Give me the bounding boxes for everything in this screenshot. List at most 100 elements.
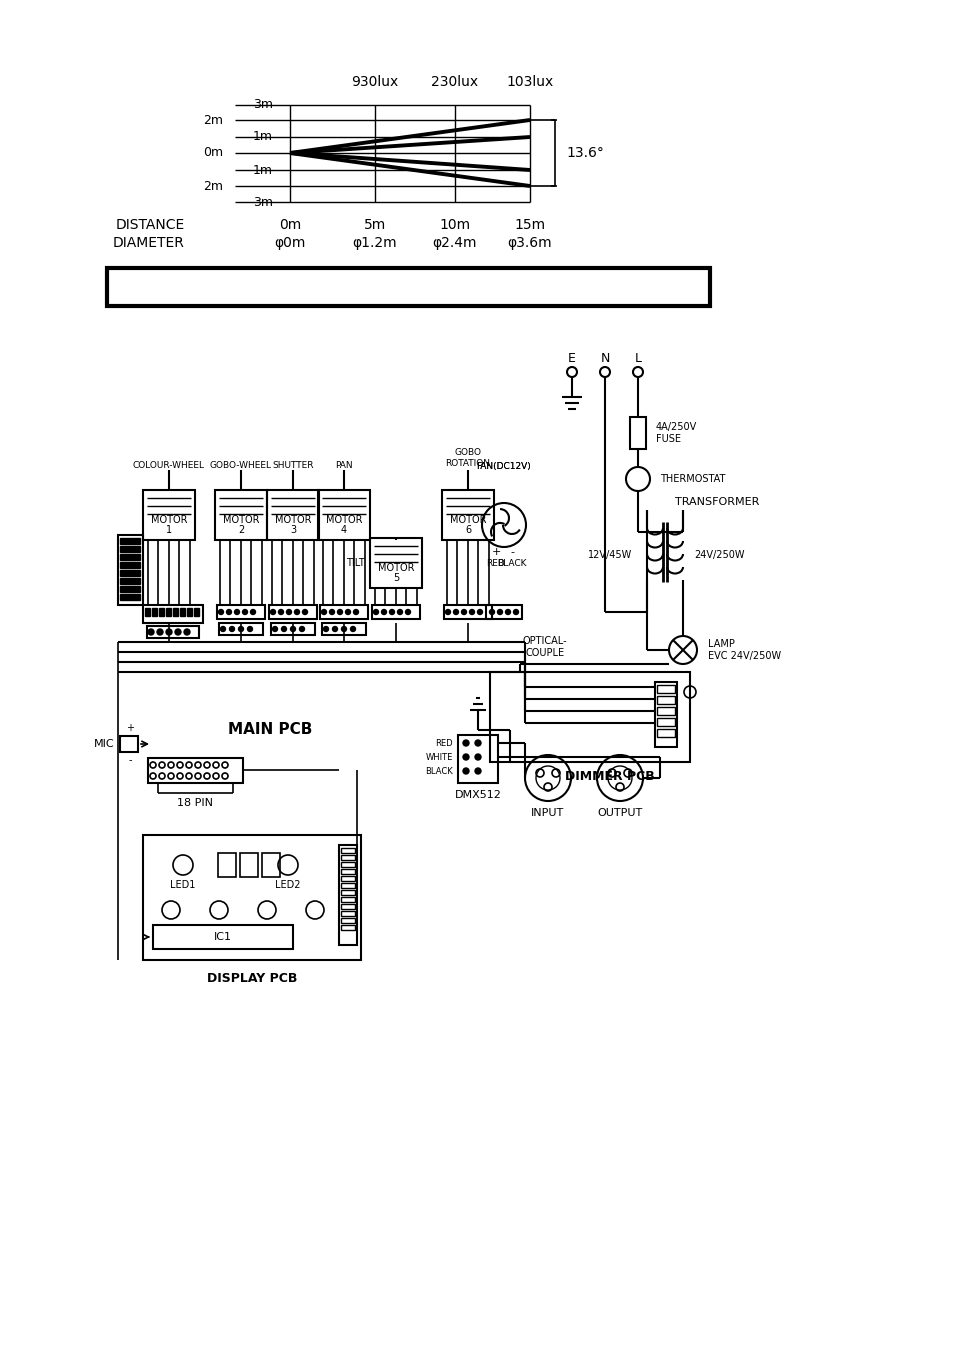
Bar	[338, 844, 356, 944]
Circle shape	[271, 609, 275, 615]
Text: φ3.6m: φ3.6m	[507, 236, 552, 250]
Circle shape	[281, 627, 286, 631]
Circle shape	[234, 609, 239, 615]
Circle shape	[337, 609, 342, 615]
Circle shape	[354, 609, 358, 615]
Bar	[340, 862, 355, 867]
Circle shape	[381, 609, 386, 615]
Circle shape	[389, 609, 395, 615]
Circle shape	[299, 627, 304, 631]
Bar	[340, 848, 355, 852]
Circle shape	[247, 627, 253, 631]
Circle shape	[497, 609, 502, 615]
Text: LED1: LED1	[171, 880, 195, 890]
Circle shape	[445, 609, 450, 615]
Bar	[340, 884, 355, 888]
Bar	[120, 570, 140, 576]
Bar	[143, 605, 203, 623]
Circle shape	[218, 609, 223, 615]
Bar	[271, 623, 314, 635]
Text: φ0m: φ0m	[274, 236, 305, 250]
Text: 3m: 3m	[253, 196, 273, 208]
Text: INPUT: INPUT	[531, 808, 564, 817]
Text: BLACK: BLACK	[497, 558, 526, 567]
Text: N: N	[599, 353, 609, 366]
Circle shape	[242, 609, 247, 615]
Text: φ1.2m: φ1.2m	[353, 236, 396, 250]
Circle shape	[273, 627, 277, 631]
Text: SHUTTER: SHUTTER	[272, 462, 314, 470]
Bar	[147, 626, 199, 638]
Circle shape	[505, 609, 510, 615]
Circle shape	[278, 609, 283, 615]
Bar	[214, 490, 267, 540]
Text: MOTOR: MOTOR	[325, 515, 362, 526]
Circle shape	[321, 609, 326, 615]
Circle shape	[166, 630, 172, 635]
Text: DISTANCE: DISTANCE	[115, 218, 185, 232]
Bar	[657, 696, 675, 704]
Bar	[166, 608, 171, 616]
Bar	[118, 535, 143, 605]
Text: MOTOR: MOTOR	[222, 515, 259, 526]
Text: OUTPUT: OUTPUT	[597, 808, 642, 817]
Bar	[143, 490, 194, 540]
Text: φ2.4m: φ2.4m	[433, 236, 476, 250]
Text: 10m: 10m	[439, 218, 470, 232]
Circle shape	[462, 740, 469, 746]
Bar	[152, 925, 293, 948]
Circle shape	[489, 609, 494, 615]
Bar	[120, 578, 140, 584]
Text: 1m: 1m	[253, 131, 273, 143]
Text: DIMMER PCB: DIMMER PCB	[564, 770, 654, 782]
Bar	[152, 608, 157, 616]
Bar	[262, 852, 280, 877]
Circle shape	[462, 754, 469, 761]
Circle shape	[286, 609, 292, 615]
Bar	[107, 267, 709, 305]
Text: 0m: 0m	[203, 146, 223, 159]
Bar	[441, 490, 494, 540]
Bar	[340, 855, 355, 861]
Text: 2m: 2m	[203, 113, 223, 127]
Bar	[319, 605, 368, 619]
Circle shape	[405, 609, 410, 615]
Text: MOTOR: MOTOR	[449, 515, 486, 526]
Text: THERMOSTAT: THERMOSTAT	[659, 474, 724, 484]
Bar	[443, 605, 492, 619]
Bar	[372, 605, 419, 619]
Bar	[657, 730, 675, 738]
Text: +: +	[491, 547, 500, 557]
Circle shape	[333, 627, 337, 631]
Circle shape	[230, 627, 234, 631]
Bar	[340, 917, 355, 923]
Circle shape	[251, 609, 255, 615]
Bar	[340, 875, 355, 881]
Bar	[340, 911, 355, 916]
Text: FAN(DC12V): FAN(DC12V)	[476, 462, 531, 470]
Bar	[143, 835, 360, 961]
Text: MOTOR: MOTOR	[377, 563, 414, 573]
Circle shape	[469, 609, 474, 615]
Text: COLOUR-WHEEL: COLOUR-WHEEL	[132, 462, 205, 470]
Bar	[120, 562, 140, 567]
Text: GOBO
ROTATION: GOBO ROTATION	[445, 449, 490, 467]
Text: FAN(DC12V): FAN(DC12V)	[476, 462, 531, 470]
Circle shape	[475, 767, 480, 774]
Text: -: -	[128, 755, 132, 765]
Bar	[218, 852, 235, 877]
Bar	[655, 682, 677, 747]
Text: IC1: IC1	[213, 932, 232, 942]
Bar	[657, 707, 675, 715]
Circle shape	[475, 740, 480, 746]
Text: DISPLAY PCB: DISPLAY PCB	[207, 971, 297, 985]
Bar	[148, 758, 243, 784]
Text: MOTOR: MOTOR	[151, 515, 187, 526]
Text: 13.6°: 13.6°	[565, 146, 603, 159]
Bar	[657, 685, 675, 693]
Circle shape	[148, 630, 153, 635]
Bar	[340, 869, 355, 874]
Text: DIAMETER: DIAMETER	[113, 236, 185, 250]
Bar	[269, 605, 316, 619]
Text: 2: 2	[237, 526, 244, 535]
